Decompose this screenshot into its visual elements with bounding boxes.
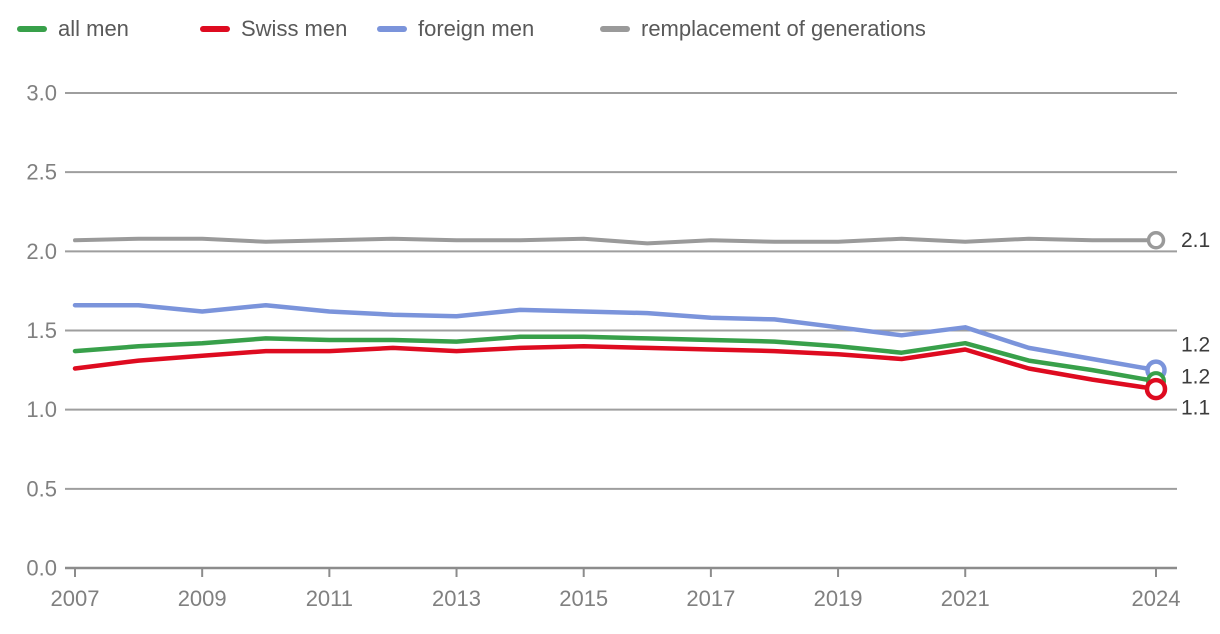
legend-swatch-replacement-of-generations xyxy=(600,26,630,32)
legend-swatch-foreign-men xyxy=(377,26,407,32)
legend-label-foreign-men: foreign men xyxy=(418,16,535,41)
y-tick-label: 0.5 xyxy=(26,476,57,501)
legend-swatch-all-men xyxy=(17,26,47,32)
end-value-label-swiss-men: 1.1 xyxy=(1181,397,1210,420)
x-tick-label: 2015 xyxy=(559,586,608,611)
legend-item-swiss-men: Swiss men xyxy=(200,14,347,44)
y-tick-label: 2.5 xyxy=(26,160,57,185)
end-value-label-foreign-men: 1.2 xyxy=(1181,334,1210,357)
legend-swatch-swiss-men xyxy=(200,26,230,32)
series-line-remplacement-of-generations xyxy=(73,236,1158,246)
x-tick-label: 2011 xyxy=(306,586,353,611)
legend-item-all-men: all men xyxy=(17,14,129,44)
series-line-swiss-men xyxy=(72,344,1159,392)
legend-item-replacement-of-generations: remplacement of generations xyxy=(600,14,926,44)
x-tick-label: 2013 xyxy=(432,586,481,611)
y-tick-label: 2.0 xyxy=(26,239,57,264)
legend-label-all-men: all men xyxy=(58,16,129,41)
x-tick-label: 2021 xyxy=(941,586,990,611)
end-value-label-all-men: 1.2 xyxy=(1181,366,1210,389)
legend-label-replacement-of-generations: remplacement of generations xyxy=(641,16,926,41)
legend-item-foreign-men: foreign men xyxy=(377,14,534,44)
x-tick-label: 2019 xyxy=(814,586,863,611)
series-line-all-men xyxy=(72,334,1159,384)
y-tick-label: 3.0 xyxy=(26,81,57,106)
y-tick-label: 0.0 xyxy=(26,556,57,581)
x-tick-label: 2009 xyxy=(178,586,227,611)
x-tick-label: 2017 xyxy=(686,586,735,611)
legend-label-swiss-men: Swiss men xyxy=(241,16,348,41)
end-marker-swiss-men xyxy=(1144,377,1168,401)
x-tick-label: 2007 xyxy=(51,586,100,611)
end-value-label-remplacement-of-generations: 2.1 xyxy=(1181,229,1210,252)
chart-legend: all men Swiss men foreign men remplaceme… xyxy=(0,14,1220,44)
y-tick-label: 1.0 xyxy=(26,397,57,422)
y-tick-label: 1.5 xyxy=(26,318,57,343)
x-tick-label: 2024 xyxy=(1132,586,1181,611)
series-line-foreign-men xyxy=(72,302,1159,373)
end-marker-remplacement-of-generations xyxy=(1146,231,1166,250)
